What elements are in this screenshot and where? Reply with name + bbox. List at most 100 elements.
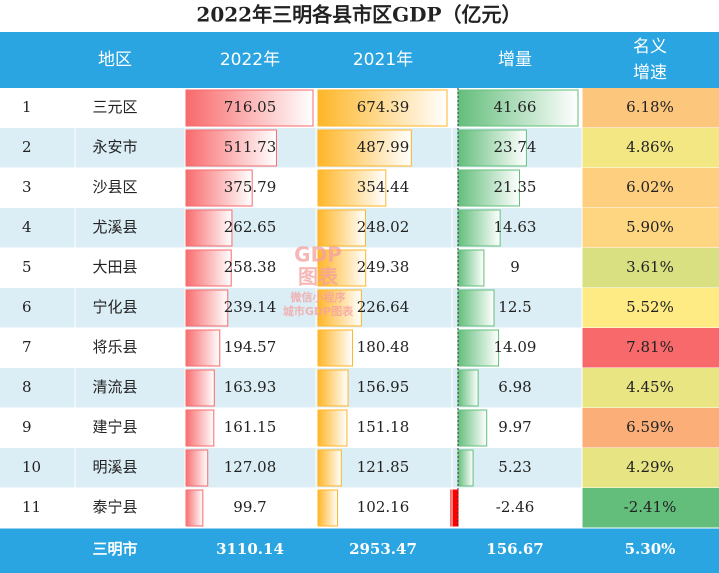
bar-2022	[184, 409, 215, 447]
header-cell: 2021年	[353, 50, 413, 70]
bar-2021	[317, 289, 362, 327]
growth: 5.52%	[626, 298, 674, 316]
rank: 4	[22, 218, 32, 236]
bar-2021	[317, 409, 348, 447]
value: 239.14	[224, 298, 277, 316]
bar-2021	[317, 329, 354, 367]
region: 宁化县	[92, 298, 137, 316]
header-cell: 增量	[498, 50, 532, 70]
region: 将乐县	[92, 338, 137, 356]
bar-2021	[317, 249, 367, 287]
value: 9.97	[498, 418, 531, 436]
bar-increase	[457, 289, 495, 327]
watermark: 微信小程序	[290, 290, 346, 304]
bar-2022	[184, 329, 221, 367]
growth: 6.02%	[626, 178, 674, 196]
growth: 5.90%	[626, 218, 674, 236]
value: 487.99	[357, 138, 410, 156]
rank: 9	[22, 418, 32, 436]
value: 161.15	[224, 418, 277, 436]
bar-2021	[317, 169, 387, 207]
rank: 6	[22, 298, 32, 316]
growth: 6.18%	[626, 98, 674, 116]
value: 716.05	[224, 98, 277, 116]
rank: 1	[22, 98, 32, 116]
value: 375.79	[224, 178, 277, 196]
rank: 5	[22, 258, 32, 276]
bar-2022	[184, 369, 215, 407]
value: 226.64	[357, 298, 410, 316]
bar-2022	[184, 449, 209, 487]
growth-cell	[582, 368, 719, 408]
growth-cell	[582, 88, 719, 128]
bar-2022	[184, 129, 277, 167]
header-cell: 增速	[633, 63, 667, 83]
region: 三元区	[92, 98, 137, 116]
growth: 4.45%	[626, 378, 674, 396]
value: 151.18	[357, 418, 410, 436]
value: 23.74	[494, 138, 537, 156]
value: 121.85	[357, 458, 410, 476]
value: 14.09	[494, 338, 537, 356]
bar-increase	[457, 329, 500, 367]
value: 248.02	[357, 218, 410, 236]
rank: 2	[22, 138, 32, 156]
growth-cell	[582, 248, 719, 288]
bar-2022	[184, 209, 233, 247]
footer-cell: 5.30%	[625, 540, 676, 558]
value: 163.93	[224, 378, 277, 396]
rank: 3	[22, 178, 32, 196]
value: 6.98	[498, 378, 531, 396]
bar-2022	[184, 169, 253, 207]
bar-2021	[317, 89, 448, 127]
rank: 7	[22, 338, 32, 356]
growth-cell	[582, 168, 719, 208]
value: 99.7	[233, 498, 266, 516]
bar-increase	[457, 249, 485, 287]
footer-cell: 2953.47	[349, 540, 417, 558]
value: 12.5	[498, 298, 531, 316]
growth-cell	[582, 408, 719, 448]
bar-2021	[317, 369, 349, 407]
bar-2021	[317, 129, 412, 167]
header-cell: 名义	[633, 37, 667, 57]
footer-bg	[0, 528, 719, 573]
value: 354.44	[357, 178, 410, 196]
value: -2.46	[496, 498, 534, 516]
region: 大田县	[92, 258, 137, 276]
bar-increase	[457, 89, 579, 127]
value: 674.39	[357, 98, 410, 116]
rank: 11	[22, 498, 41, 516]
value: 194.57	[224, 338, 277, 356]
region: 建宁县	[92, 418, 137, 436]
bar-2022	[184, 89, 314, 127]
value: 258.38	[224, 258, 277, 276]
growth: 6.59%	[626, 418, 674, 436]
region: 沙县区	[92, 178, 137, 196]
header-cell: 地区	[98, 50, 132, 70]
bar-increase	[457, 449, 474, 487]
value: 180.48	[357, 338, 410, 356]
growth: 4.86%	[626, 138, 674, 156]
growth-cell	[582, 208, 719, 248]
value: 156.95	[357, 378, 410, 396]
bar-2022	[184, 489, 204, 527]
value: 14.63	[494, 218, 537, 236]
bar-2022	[184, 249, 232, 287]
bar-increase	[457, 209, 501, 247]
value: 9	[510, 258, 520, 276]
bar-increase	[457, 169, 520, 207]
growth: 7.81%	[626, 338, 674, 356]
value: 102.16	[357, 498, 410, 516]
bar-2021	[317, 209, 366, 247]
watermark: GDP	[294, 243, 342, 267]
bar-increase	[457, 129, 527, 167]
growth: -2.41%	[624, 498, 677, 516]
growth-cell	[582, 328, 719, 368]
watermark: 城市GDP图表	[283, 304, 354, 318]
growth-cell	[582, 488, 719, 528]
bar-2021	[317, 489, 339, 527]
bar-2022	[184, 289, 229, 327]
value: 249.38	[357, 258, 410, 276]
